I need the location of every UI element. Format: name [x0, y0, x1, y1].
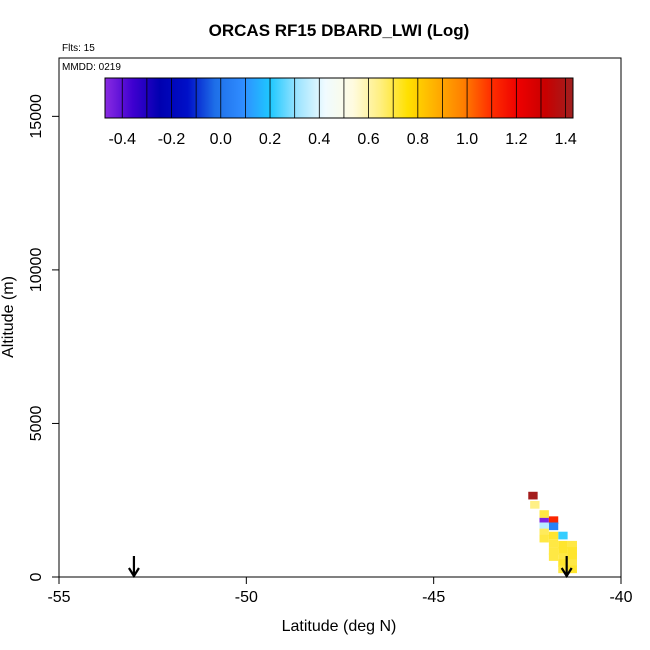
data-cell	[558, 547, 568, 555]
arrow-marker-head	[128, 567, 140, 579]
x-tick-label: -45	[422, 589, 445, 606]
data-cell	[528, 491, 538, 500]
x-tick-label: -55	[47, 589, 70, 606]
data-cell	[567, 540, 577, 549]
plot-frame	[58, 57, 622, 578]
arrow-marker-head	[560, 567, 573, 579]
colorbar-tick-label: 1.4	[554, 131, 576, 148]
data-cell	[558, 559, 568, 568]
data-cell	[539, 516, 549, 525]
y-axis: 0 5000 10000 15000	[28, 94, 59, 581]
colorbar-tick-label: 0.8	[407, 131, 429, 148]
data-cells	[528, 491, 577, 574]
colorbar-gradient	[104, 77, 574, 119]
y-tick-label: 15000	[28, 94, 45, 139]
data-cell	[548, 539, 559, 548]
colorbar-tick-label: 0.2	[259, 131, 281, 148]
data-cell	[539, 522, 549, 531]
data-cell	[567, 559, 577, 568]
data-cell	[548, 516, 559, 525]
data-cell	[558, 540, 568, 549]
data-cell	[558, 553, 568, 561]
chart-title: ORCAS RF15 DBARD_LWI (Log)	[209, 21, 470, 40]
colorbar: -0.4 -0.2 0.0 0.2 0.4 0.6 0.8 1.0 1.2 1.4	[104, 77, 577, 148]
colorbar-tick-label: -0.4	[108, 131, 136, 148]
data-cell	[539, 528, 549, 537]
colorbar-tick-label: 1.2	[505, 131, 527, 148]
data-cell	[548, 531, 559, 540]
mmdd-label: MMDD: 0219	[62, 62, 121, 73]
flts-label: Flts: 15	[62, 43, 95, 54]
arrow-markers	[128, 556, 573, 579]
data-cell	[539, 534, 549, 543]
colorbar-tick-label: -0.2	[158, 131, 186, 148]
colorbar-tick-label: 0.4	[308, 131, 330, 148]
x-axis-label: Latitude (deg N)	[282, 618, 397, 635]
data-cell	[548, 522, 559, 531]
x-tick-label: -40	[609, 589, 632, 606]
y-axis-label: Altitude (m)	[0, 276, 17, 358]
data-cell	[567, 565, 577, 574]
colorbar-tick-label: 0.0	[210, 131, 232, 148]
data-cell	[539, 510, 549, 518]
colorbar-tick-label: 0.6	[357, 131, 379, 148]
x-tick-label: -50	[235, 589, 258, 606]
y-tick-label: 5000	[28, 406, 45, 442]
data-cell	[548, 553, 559, 561]
data-cell	[558, 531, 568, 540]
x-axis: -55 -50 -45 -40	[47, 577, 633, 606]
data-cell	[567, 553, 577, 561]
data-cell	[530, 500, 540, 509]
colorbar-tick-label: 1.0	[456, 131, 478, 148]
y-tick-label: 10000	[28, 248, 45, 293]
data-cell	[548, 547, 559, 555]
data-cell	[567, 547, 577, 555]
y-tick-label: 0	[28, 572, 45, 581]
